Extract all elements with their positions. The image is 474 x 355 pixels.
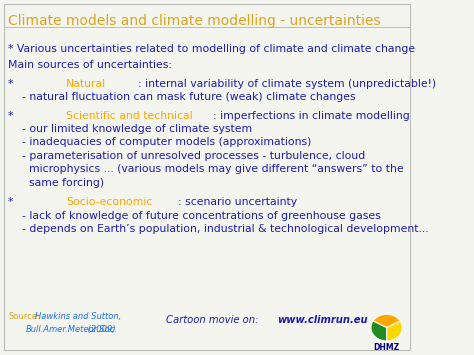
Wedge shape: [371, 321, 387, 341]
Text: DHMZ: DHMZ: [374, 343, 400, 352]
Text: - our limited knowledge of climate system: - our limited knowledge of climate syste…: [8, 124, 252, 134]
Text: - depends on Earth’s population, industrial & technological development...: - depends on Earth’s population, industr…: [8, 224, 429, 234]
Text: - natural fluctuation can mask future (weak) climate changes: - natural fluctuation can mask future (w…: [8, 92, 356, 102]
Text: Bull.Amer.Meteor.Soc.: Bull.Amer.Meteor.Soc.: [26, 326, 117, 334]
Wedge shape: [387, 321, 402, 341]
Text: www.climrun.eu: www.climrun.eu: [277, 315, 368, 325]
Text: Hawkins and Sutton,: Hawkins and Sutton,: [35, 312, 121, 321]
Text: *: *: [8, 111, 17, 121]
Text: same forcing): same forcing): [8, 178, 104, 187]
Text: *: *: [8, 197, 17, 207]
Text: : internal variability of climate system (unpredictable!): : internal variability of climate system…: [137, 79, 436, 89]
FancyBboxPatch shape: [4, 4, 410, 350]
Text: : imperfections in climate modelling: : imperfections in climate modelling: [213, 111, 410, 121]
Text: *: *: [8, 79, 17, 89]
Text: microphysics ... (various models may give different “answers” to the: microphysics ... (various models may giv…: [8, 164, 404, 174]
Text: * Various uncertainties related to modelling of climate and climate change: * Various uncertainties related to model…: [8, 44, 415, 54]
Text: - lack of knowledge of future concentrations of greenhouse gases: - lack of knowledge of future concentrat…: [8, 211, 381, 221]
Wedge shape: [373, 314, 400, 328]
Text: Source:: Source:: [8, 312, 40, 321]
Text: Main sources of uncertainties:: Main sources of uncertainties:: [8, 60, 172, 70]
Text: Scientific and technical: Scientific and technical: [66, 111, 192, 121]
Text: - parameterisation of unresolved processes - turbulence, cloud: - parameterisation of unresolved process…: [8, 151, 365, 161]
Text: Socio-economic: Socio-economic: [66, 197, 152, 207]
Text: - inadequacies of computer models (approximations): - inadequacies of computer models (appro…: [8, 137, 311, 147]
Text: Natural: Natural: [66, 79, 106, 89]
Text: Cartoon movie on:: Cartoon movie on:: [166, 315, 261, 325]
Text: : scenario uncertainty: : scenario uncertainty: [178, 197, 297, 207]
Text: (2009): (2009): [85, 326, 116, 334]
Text: Climate models and climate modelling - uncertainties: Climate models and climate modelling - u…: [8, 14, 381, 28]
